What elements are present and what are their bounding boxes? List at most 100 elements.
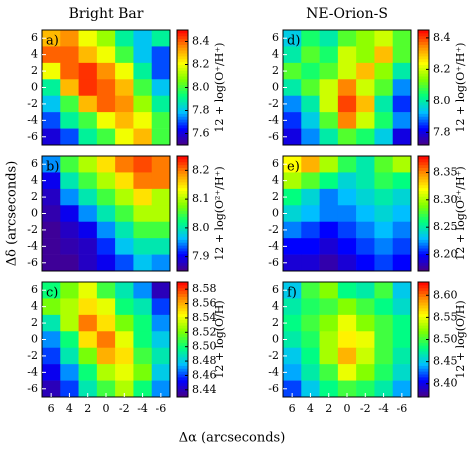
colorbar-step bbox=[177, 379, 188, 384]
colorbar-step bbox=[418, 250, 429, 255]
heat-cell bbox=[151, 282, 171, 299]
y-tick-label: 0 bbox=[272, 207, 279, 220]
colorbar-step bbox=[418, 342, 429, 346]
colorbar-label: 12 + log(O⁺/H⁺) bbox=[454, 43, 467, 133]
colorbar-step bbox=[177, 356, 188, 361]
heat-cell bbox=[356, 46, 375, 64]
column-title: NE-Orion-S bbox=[306, 6, 388, 22]
colorbar-step bbox=[177, 371, 188, 375]
heat-cell bbox=[374, 314, 394, 332]
heat-cell bbox=[337, 298, 357, 316]
heat-cell bbox=[96, 112, 116, 129]
colorbar-step bbox=[418, 391, 429, 395]
heat-cell bbox=[133, 188, 153, 206]
heat-cell bbox=[42, 156, 61, 173]
colorbar-step bbox=[177, 93, 188, 97]
heat-cell bbox=[356, 254, 375, 272]
heat-cell bbox=[356, 62, 375, 80]
colorbar-step bbox=[177, 207, 188, 212]
heat-cell bbox=[392, 112, 412, 129]
heat-cell bbox=[133, 95, 153, 113]
colorbar-step bbox=[177, 305, 188, 309]
x-tick-label: 6 bbox=[289, 402, 296, 415]
colorbar-step bbox=[418, 47, 429, 51]
heat-cell bbox=[392, 282, 412, 299]
colorbar-step bbox=[177, 47, 188, 51]
colorbar-step bbox=[177, 133, 188, 137]
colorbar-step bbox=[418, 184, 429, 189]
heat-cell bbox=[151, 380, 171, 398]
heat-cell bbox=[319, 221, 339, 239]
colorbar-step bbox=[418, 73, 429, 77]
colorbar-step bbox=[177, 233, 188, 237]
x-tick-label: -2 bbox=[119, 402, 130, 415]
heat-cell bbox=[374, 364, 394, 381]
heat-cell bbox=[133, 205, 153, 223]
colorbar-step bbox=[418, 187, 429, 191]
heat-cell bbox=[42, 79, 61, 97]
x-tick-label: 6 bbox=[48, 402, 55, 415]
colorbar-step bbox=[418, 253, 429, 258]
colorbar-step bbox=[418, 328, 429, 332]
heat-cell bbox=[319, 172, 339, 190]
heat-cell bbox=[42, 46, 61, 64]
colorbar-step bbox=[177, 55, 188, 60]
heat-cell bbox=[319, 238, 339, 255]
colorbar-step bbox=[177, 61, 188, 65]
y-tick-label: -2 bbox=[268, 97, 279, 110]
heat-cell bbox=[96, 46, 116, 64]
colorbar-step bbox=[177, 319, 188, 323]
colorbar-step bbox=[418, 136, 429, 140]
heat-cell bbox=[337, 95, 357, 113]
heat-cell bbox=[301, 30, 320, 47]
heat-cell bbox=[42, 62, 61, 80]
heat-cell bbox=[78, 364, 98, 381]
heat-cell bbox=[96, 282, 116, 299]
colorbar-step bbox=[418, 256, 429, 260]
colorbar-step bbox=[177, 204, 188, 209]
heat-cell bbox=[115, 95, 134, 113]
y-tick-label: 4 bbox=[272, 48, 279, 61]
colorbar-step bbox=[177, 210, 188, 214]
heat-cell bbox=[392, 314, 412, 332]
colorbar-step bbox=[418, 353, 429, 358]
colorbar-step bbox=[418, 359, 429, 363]
colorbar-step bbox=[177, 122, 188, 126]
heat-cell bbox=[151, 62, 171, 80]
colorbar-step bbox=[177, 64, 188, 68]
colorbar-step bbox=[177, 310, 188, 315]
heat-cell bbox=[301, 380, 320, 398]
heat-cell bbox=[337, 331, 357, 349]
heat-cell bbox=[283, 46, 302, 64]
heat-cell bbox=[78, 254, 98, 272]
heat-cell bbox=[78, 238, 98, 255]
colorbar-step bbox=[418, 325, 429, 329]
heat-cell bbox=[392, 380, 412, 398]
heat-cell bbox=[42, 347, 61, 365]
colorbar-step bbox=[177, 87, 188, 91]
heat-cell bbox=[78, 30, 98, 47]
colorbar-step bbox=[177, 359, 188, 363]
y-tick-label: -6 bbox=[27, 382, 38, 395]
colorbar-label: 12 + log(O/H) bbox=[454, 300, 467, 378]
colorbar-step bbox=[177, 374, 188, 378]
heat-cell bbox=[319, 314, 339, 332]
heat-cell bbox=[96, 331, 116, 349]
colorbar-step bbox=[177, 30, 188, 34]
y-tick-label: -4 bbox=[268, 365, 279, 378]
colorbar-step bbox=[177, 193, 188, 197]
colorbar-step bbox=[418, 382, 429, 386]
colorbar-step bbox=[177, 296, 188, 300]
heat-cell bbox=[42, 380, 61, 398]
colorbar-step bbox=[418, 53, 429, 57]
heat-cell bbox=[42, 282, 61, 299]
colorbar-step bbox=[177, 282, 188, 286]
heat-cell bbox=[115, 364, 134, 381]
colorbar-tick-label: 8.55 bbox=[433, 310, 458, 323]
heat-cell bbox=[96, 347, 116, 365]
colorbar-step bbox=[418, 233, 429, 237]
colorbar-step bbox=[177, 245, 188, 249]
colorbar-step bbox=[177, 101, 188, 106]
heat-cell bbox=[356, 156, 375, 173]
colorbar-step bbox=[418, 167, 429, 171]
